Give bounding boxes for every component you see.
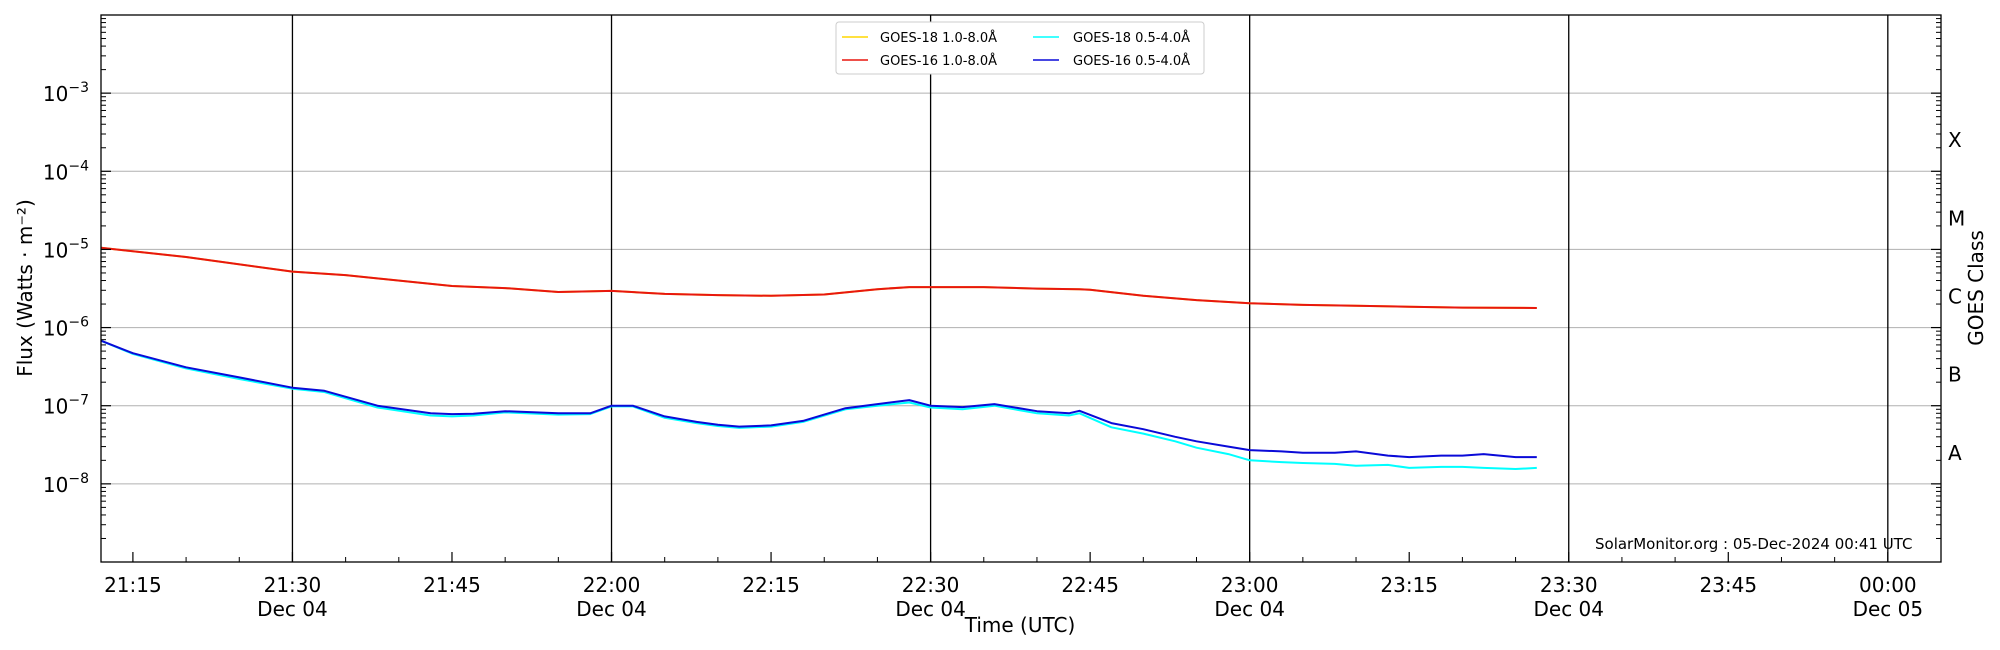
y-tick-label: 10−8 bbox=[43, 471, 89, 497]
plot-frame bbox=[100, 14, 1942, 563]
legend-box bbox=[835, 21, 1205, 75]
credit-text: SolarMonitor.org : 05-Dec-2024 00:41 UTC bbox=[1595, 535, 1912, 553]
x-tick-date-label: Dec 04 bbox=[1533, 597, 1604, 621]
legend-label-goes18-long: GOES-18 1.0-8.0Å bbox=[880, 30, 997, 46]
legend-label-goes16-long: GOES-16 1.0-8.0Å bbox=[880, 53, 997, 69]
legend-label-goes16-short: GOES-16 0.5-4.0Å bbox=[1073, 53, 1190, 69]
y-axis-title: Flux (Watts · m⁻²) bbox=[13, 199, 37, 377]
y-tick-label: 10−5 bbox=[43, 236, 89, 262]
x-axis-title: Time (UTC) bbox=[964, 613, 1076, 637]
y-tick-label: 10−6 bbox=[43, 315, 89, 341]
x-tick-label: 21:15 bbox=[104, 573, 162, 597]
x-tick-label: 23:30 bbox=[1540, 573, 1598, 597]
y-tick-label: 10−3 bbox=[43, 80, 89, 106]
series-line-1 bbox=[100, 246, 1537, 309]
goes-class-label: B bbox=[1948, 363, 1962, 387]
goes-class-label: A bbox=[1948, 441, 1962, 465]
x-tick-label: 22:00 bbox=[583, 573, 641, 597]
x-tick-label: 21:30 bbox=[264, 573, 322, 597]
goes-class-label: M bbox=[1948, 206, 1965, 230]
grid-layer bbox=[101, 92, 1941, 485]
legend-label-goes18-short: GOES-18 0.5-4.0Å bbox=[1073, 30, 1190, 46]
x-tick-date-label: Dec 05 bbox=[1853, 597, 1924, 621]
x-tick-label: 00:00 bbox=[1859, 573, 1917, 597]
x-tick-label: 22:30 bbox=[902, 573, 960, 597]
goes-class-title: GOES Class bbox=[1964, 230, 1988, 346]
y-tick-label: 10−7 bbox=[43, 393, 89, 419]
x-tick-label: 22:15 bbox=[742, 573, 800, 597]
x-tick-date-label: Dec 04 bbox=[576, 597, 647, 621]
x-tick-label: 21:45 bbox=[423, 573, 481, 597]
x-tick-label: 23:15 bbox=[1380, 573, 1438, 597]
x-tick-label: 23:00 bbox=[1221, 573, 1279, 597]
series-line-3 bbox=[100, 339, 1537, 459]
x-tick-date-label: Dec 04 bbox=[1214, 597, 1285, 621]
x-tick-date-label: Dec 04 bbox=[895, 597, 966, 621]
x-tick-date-label: Dec 04 bbox=[257, 597, 328, 621]
goes-class-label: C bbox=[1948, 284, 1962, 308]
goes-class-label: X bbox=[1948, 128, 1962, 152]
vertical-lines-layer bbox=[291, 15, 1889, 562]
y-tick-label: 10−4 bbox=[43, 158, 89, 184]
series-line-2 bbox=[100, 339, 1537, 470]
legend: GOES-18 1.0-8.0Å GOES-16 1.0-8.0Å GOES-1… bbox=[835, 21, 1205, 75]
series-layer bbox=[100, 246, 1537, 470]
x-tick-label: 23:45 bbox=[1699, 573, 1757, 597]
x-tick-label: 22:45 bbox=[1061, 573, 1119, 597]
